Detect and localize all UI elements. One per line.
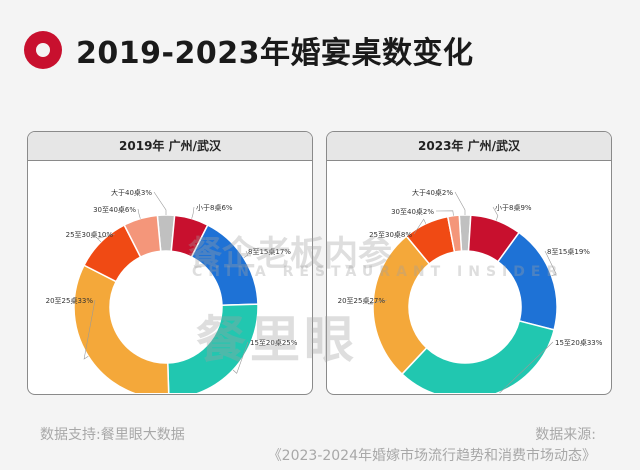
chart-title-2019: 2019年 广州/武汉 — [28, 132, 312, 161]
slice-label-1-0: 大于40桌2% — [412, 188, 453, 197]
data-support-note: 数据支持:餐里眼大数据 — [40, 427, 185, 443]
slice-label-1-3: 15至20桌33% — [555, 338, 603, 347]
donut-slice-0-4 — [73, 264, 170, 393]
slice-leader-line-0-3 — [232, 341, 249, 374]
slice-label-0-4: 20至25桌33% — [46, 296, 94, 305]
slice-label-1-5: 25至30桌8% — [369, 230, 412, 239]
slice-leader-line-1-3 — [499, 341, 554, 393]
title-row: 2019-2023年婚宴桌数变化 — [24, 20, 473, 80]
donut-slice-0-3 — [166, 303, 259, 393]
chart-panel-2023: 2023年 广州/武汉 大于40桌2% 小于8桌9% 8至15桌19% 15至20桌3… — [326, 131, 612, 395]
slice-label-1-6: 30至40桌2% — [391, 207, 434, 216]
slice-label-1-4: 20至25桌27% — [338, 296, 386, 305]
slice-label-1-2: 8至15桌19% — [547, 247, 590, 256]
donut-slice-1-6 — [446, 214, 463, 253]
slice-leader-line-0-4 — [83, 299, 96, 360]
slice-leader-line-1-1 — [492, 206, 499, 221]
slice-label-0-6: 30至40桌6% — [93, 205, 136, 214]
data-source-label: 数据来源: — [535, 427, 596, 443]
slice-leader-line-0-6 — [137, 208, 141, 219]
chart-panel-2019: 2019年 广州/武汉 大于40桌3% 小于8桌6% 8至15桌17% 15至20桌2… — [27, 131, 313, 395]
slice-leader-line-0-2 — [243, 250, 249, 258]
slice-leader-line-1-4 — [367, 299, 388, 305]
slice-leader-line-0-1 — [191, 206, 195, 219]
donut-slice-0-6 — [123, 214, 162, 259]
slice-label-0-2: 8至15桌17% — [248, 247, 291, 256]
donut-slice-0-2 — [190, 224, 259, 307]
data-source-title: 《2023-2024年婚嫁市场流行趋势和消费市场动态》 — [267, 448, 596, 464]
title-circle-icon — [24, 31, 62, 69]
slice-leader-line-1-0 — [454, 191, 466, 215]
slice-label-0-1: 小于8桌6% — [196, 203, 233, 212]
slice-leader-line-0-0 — [153, 191, 167, 215]
slice-leader-line-0-5 — [96, 233, 116, 243]
slice-label-0-5: 25至30桌10% — [66, 230, 114, 239]
donut-slice-1-3 — [400, 320, 556, 393]
page-title: 2019-2023年婚宴桌数变化 — [76, 36, 474, 71]
slice-leader-line-1-2 — [544, 250, 557, 277]
chart-title-2023: 2023年 广州/武汉 — [327, 132, 611, 161]
slice-label-0-3: 15至20桌25% — [250, 338, 298, 347]
donut-slice-1-4 — [372, 235, 431, 376]
donut-chart-2019: 大于40桌3% 小于8桌6% 8至15桌17% 15至20桌25% 20至25桌33% 2… — [46, 188, 298, 393]
slice-label-0-0: 大于40桌3% — [111, 188, 152, 197]
donut-chart-2023: 大于40桌2% 小于8桌9% 8至15桌19% 15至20桌33% 20至25桌27% 2… — [338, 188, 603, 393]
slice-leader-line-1-6 — [435, 210, 454, 216]
slice-label-1-1: 小于8桌9% — [495, 203, 532, 212]
slice-leader-line-1-5 — [413, 218, 427, 235]
